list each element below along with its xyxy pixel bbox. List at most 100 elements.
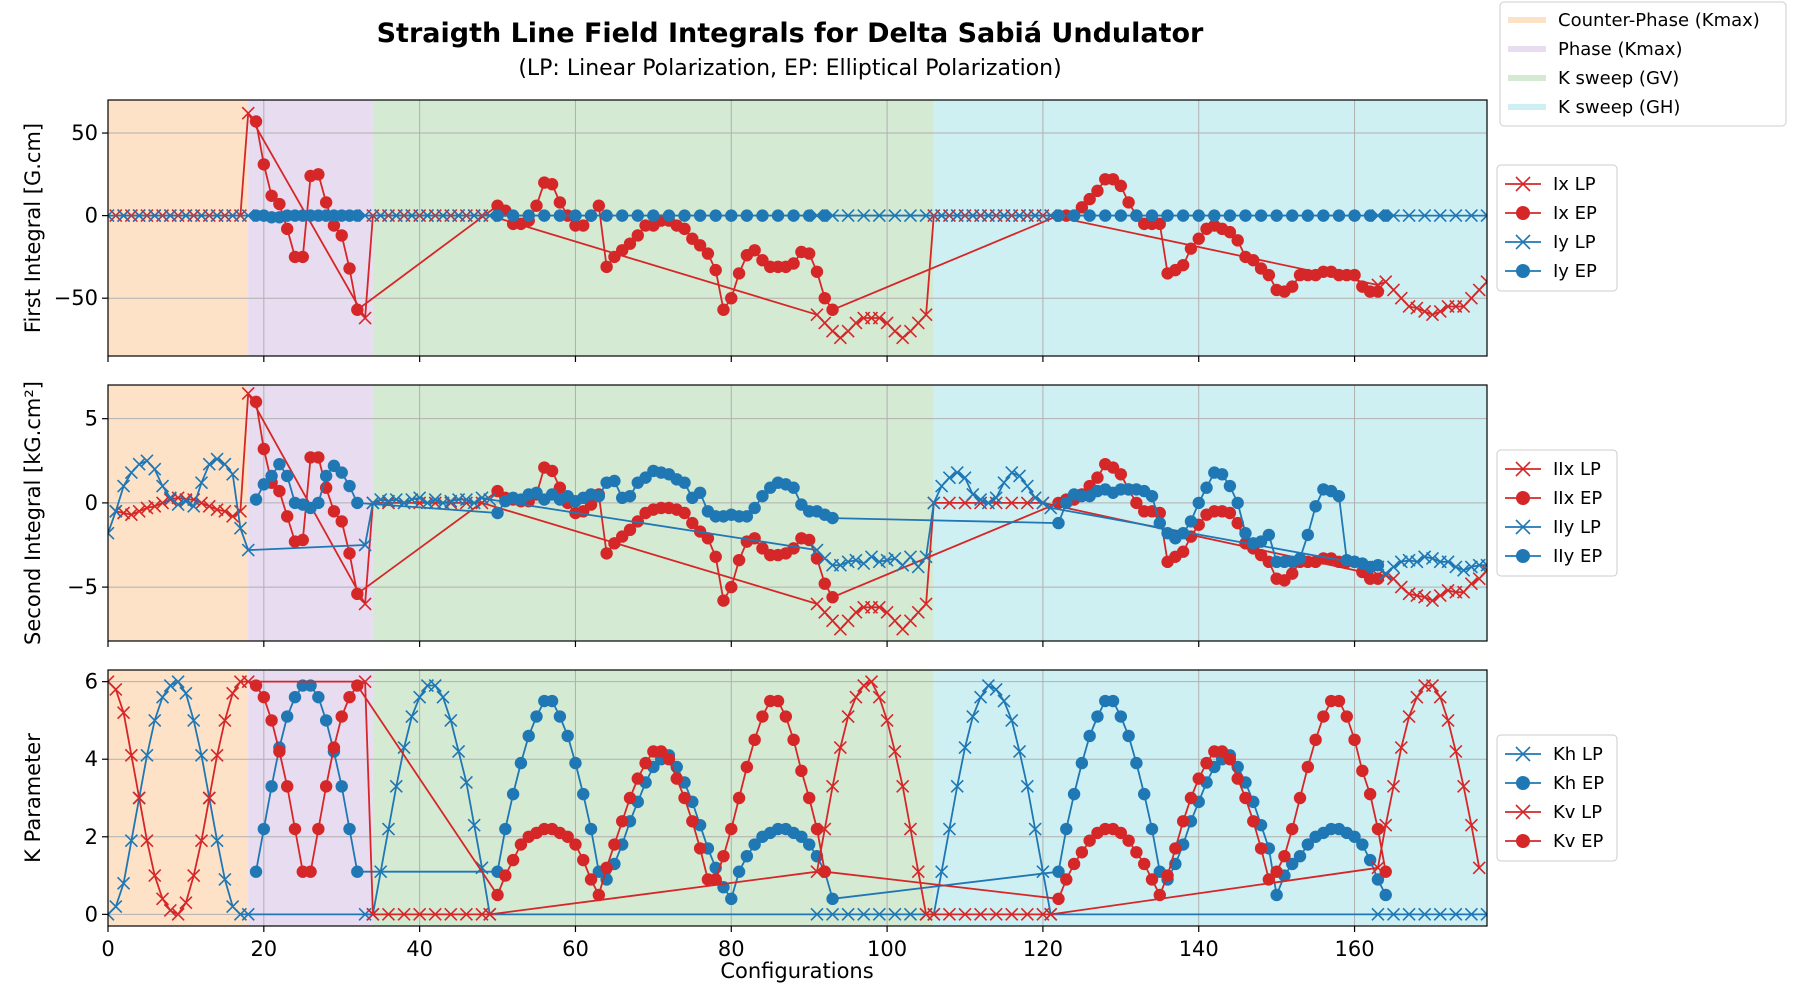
data-point [452,744,466,759]
legend-label: Kv EP [1553,831,1604,852]
data-point [553,209,567,222]
data-point [1044,501,1058,515]
data-point [163,492,177,507]
panel-second: −5 0 5 Second Integral [kG.cm²] IIx LP IIx EP… [21,381,1618,647]
data-point [756,489,769,503]
data-point [942,471,956,485]
data-point [171,907,185,921]
data-point [444,907,458,921]
data-point [1130,209,1143,222]
data-point [989,682,1003,696]
data-point [459,492,473,507]
data-point [1363,209,1377,222]
data-point [857,678,871,693]
data-point [335,515,348,528]
data-point [880,553,894,567]
data-point [1418,209,1432,223]
y-tick-label: −5 [67,575,98,599]
data-point [1122,196,1135,209]
legend-label: Kh LP [1553,744,1603,765]
data-point [179,896,193,910]
series-group [108,675,1487,921]
data-point [1270,865,1283,878]
y-tick-label: 2 [85,825,98,849]
data-point [1363,787,1377,801]
data-point [997,476,1011,490]
data-point [140,501,154,515]
data-point [124,748,138,762]
data-point [358,538,372,552]
data-point [1286,280,1299,293]
data-point [132,504,146,518]
y-tick-label: 0 [85,204,98,228]
data-point [981,678,995,693]
data-point [693,486,707,499]
data-point [343,479,356,493]
data-point [210,503,224,517]
data-point [327,505,341,518]
data-point [1433,304,1447,318]
panel-k: 0 2 4 6 K Parameter Kh LP Kh EP Kv LP Kv EP [21,669,1618,932]
data-point [117,876,131,890]
data-point [725,822,738,836]
data-point [459,907,473,921]
data-point [600,209,613,222]
data-point [725,892,738,906]
data-point [194,496,209,510]
data-point [335,229,348,242]
data-point [1231,496,1244,510]
data-point [787,209,800,222]
data-point [826,303,839,316]
data-point [872,311,886,325]
data-point [265,714,278,727]
data-point [756,209,769,222]
data-point [810,907,824,921]
data-point [1130,756,1143,770]
data-point [561,830,574,843]
data-point [725,291,738,305]
legend-label: Kh EP [1553,773,1604,794]
data-point [849,605,863,619]
data-point [662,209,676,222]
data-point [545,464,559,478]
data-point [280,469,294,483]
data-point [849,690,863,704]
y-axis-label: Second Integral [kG.cm²] [21,381,45,645]
data-point [405,492,419,507]
data-point [919,308,933,322]
data-point [756,710,769,723]
data-point [771,694,785,708]
data-point [1223,479,1237,493]
data-point [148,499,162,513]
data-point [686,516,699,530]
data-point [210,748,224,762]
data-point [226,509,240,523]
data-point [1418,304,1432,318]
data-point [732,865,746,878]
data-point [787,481,800,494]
data-point [1067,787,1081,801]
data-point [1441,583,1455,598]
data-point [1480,275,1487,289]
data-point [678,476,691,489]
data-point [787,733,800,747]
data-point [1472,861,1486,875]
region-band [248,100,373,356]
legend-label: Ix EP [1553,203,1597,224]
data-point [514,756,528,770]
data-point [600,260,613,274]
data-point [592,888,606,902]
data-point [1060,873,1073,886]
data-point [1394,741,1408,755]
data-point [1012,469,1027,483]
data-point [623,791,637,805]
data-point [1457,779,1471,793]
data-point [1122,834,1135,847]
data-point [444,713,458,727]
data-point [522,209,535,222]
data-point [1192,209,1205,222]
data-point [343,690,356,704]
data-point [1293,791,1307,805]
data-point [280,510,294,523]
data-point [1176,815,1190,828]
